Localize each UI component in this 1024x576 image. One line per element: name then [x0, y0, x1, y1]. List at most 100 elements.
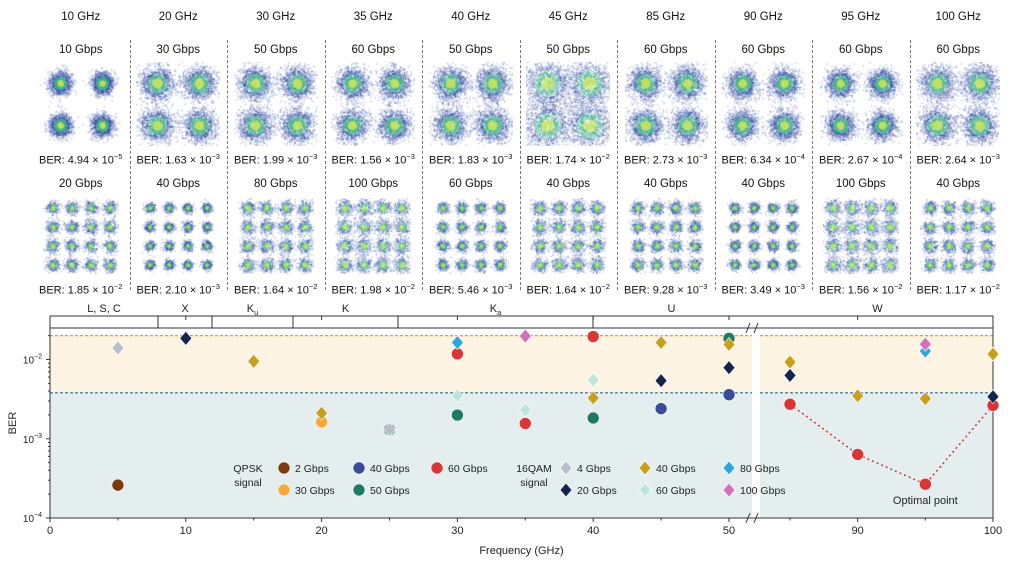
data-point: [918, 391, 932, 407]
qpsk-rate-label: 50 Gbps: [546, 44, 590, 56]
data-point: [986, 389, 1000, 405]
qam16-constellation-plot: [335, 198, 412, 274]
qpsk-ber-label: BER: 2.73 × 10−3: [624, 152, 708, 167]
legend-marker: [559, 460, 573, 476]
band-label-ku: Ku: [247, 303, 259, 317]
qpsk-constellation-plot: [233, 62, 318, 146]
qpsk-constellation-plot: [38, 62, 123, 146]
qam16-constellation-plot: [530, 198, 607, 274]
data-point: [111, 478, 125, 492]
data-point: [654, 373, 668, 389]
x-tick-label: 30: [451, 525, 463, 537]
band-label-ka: Ka: [490, 303, 502, 317]
data-point: [247, 353, 261, 369]
legend-marker: [722, 460, 736, 476]
qpsk-ber-label: BER: 2.64 × 10−3: [916, 152, 1000, 167]
qpsk-rate-label: 60 Gbps: [936, 44, 980, 56]
legend-marker: [277, 483, 291, 497]
constellation-column: 95 GHz 60 Gbps BER: 2.67 × 10−4 100 Gbps BER…: [812, 0, 910, 300]
constellation-column: 100 GHz 60 Gbps BER: 2.64 × 10−3 40 Gbps BER…: [910, 0, 1008, 300]
x-tick-label: 100: [984, 525, 1002, 537]
constellation-column: 90 GHz 60 Gbps BER: 6.34 × 10−4 40 Gbps BER:…: [715, 0, 813, 300]
data-point: [722, 388, 736, 401]
qpsk-rate-label: 50 Gbps: [254, 44, 298, 56]
qpsk-rate-label: 60 Gbps: [644, 44, 688, 56]
legend-marker: [277, 461, 291, 475]
frequency-label: 45 GHz: [548, 11, 588, 23]
qpsk-rate-label: 60 Gbps: [839, 44, 883, 56]
ber-region-hd-fec-band: [50, 392, 993, 518]
qam-rate-label: 60 Gbps: [449, 178, 493, 190]
qpsk-ber-label: BER: 4.94 × 10−5: [39, 152, 123, 167]
qam16-constellation-plot: [627, 198, 704, 274]
frequency-label: 30 GHz: [256, 11, 296, 23]
axis-break-marker: [745, 512, 751, 524]
band-label-w: W: [872, 303, 883, 315]
column-separator: [714, 40, 716, 290]
ber-region-fec-band: [50, 335, 993, 393]
qam-rate-label: 100 Gbps: [348, 178, 399, 190]
data-point: [315, 405, 328, 421]
legend-label: 60 Gbps: [448, 463, 488, 475]
data-point: [851, 448, 864, 461]
column-separator: [227, 40, 228, 290]
qam-rate-label: 20 Gbps: [59, 178, 103, 190]
data-point: [722, 360, 736, 376]
legend-marker: [638, 460, 652, 476]
data-point: [586, 372, 600, 388]
legend-label: 2 Gbps: [295, 463, 329, 475]
legend-qam-title: signal: [520, 477, 547, 489]
constellation-column: 85 GHz 60 Gbps BER: 2.73 × 10−3 40 Gbps BER:…: [617, 0, 715, 300]
legend-marker: [722, 482, 736, 498]
data-point: [851, 388, 865, 404]
legend-marker: [559, 482, 573, 498]
qam-rate-label: 40 Gbps: [156, 178, 200, 190]
qpsk-rate-label: 50 Gbps: [449, 44, 493, 56]
data-point: [179, 330, 193, 346]
legend-label: 60 Gbps: [656, 485, 696, 497]
qam-ber-label: BER: 1.64 × 10−2: [234, 282, 318, 297]
qpsk-rate-label: 60 Gbps: [351, 44, 395, 56]
data-point: [383, 422, 396, 438]
qam-ber-label: BER: 5.46 × 10−3: [429, 282, 513, 297]
x-tick-label: 20: [315, 525, 327, 537]
legend-label: 50 Gbps: [370, 485, 410, 497]
qam-ber-label: BER: 1.56 × 10−2: [819, 282, 903, 297]
qpsk-rate-label: 30 Gbps: [156, 44, 200, 56]
data-point: [918, 336, 932, 352]
qam-rate-label: 100 Gbps: [835, 178, 886, 190]
frequency-label: 10 GHz: [61, 11, 101, 23]
qpsk-ber-label: BER: 1.63 × 10−3: [136, 152, 220, 167]
qpsk-constellation-plot: [331, 62, 416, 146]
qpsk-constellation-plot: [623, 62, 708, 146]
qpsk-constellation-plot: [916, 62, 1001, 146]
data-point: [518, 328, 532, 344]
data-point: [451, 335, 464, 350]
qam-rate-label: 40 Gbps: [644, 178, 688, 190]
legend-marker: [352, 461, 366, 475]
data-point: [919, 477, 932, 491]
data-point: [586, 390, 600, 406]
column-separator: [909, 40, 911, 290]
data-point: [586, 330, 600, 343]
legend-qpsk-title: signal: [234, 477, 261, 489]
data-point: [518, 417, 532, 430]
frequency-label: 20 GHz: [158, 11, 198, 23]
qam-rate-label: 40 Gbps: [936, 178, 980, 190]
frequency-label: 90 GHz: [743, 11, 783, 23]
legend-label: 80 Gbps: [740, 463, 780, 475]
qam-ber-label: BER: 1.64 × 10−2: [526, 282, 610, 297]
data-point: [722, 336, 736, 352]
qam16-constellation-plot: [432, 198, 509, 274]
qpsk-ber-label: BER: 2.67 × 10−4: [819, 152, 903, 167]
qpsk-ber-label: BER: 1.56 × 10−3: [331, 152, 415, 167]
data-point: [654, 335, 668, 350]
axis-break-marker: [753, 512, 759, 524]
data-point: [783, 354, 797, 370]
constellation-column: 20 GHz 30 Gbps BER: 1.63 × 10−3 40 Gbps BER:…: [130, 0, 228, 300]
qam-rate-label: 80 Gbps: [254, 178, 298, 190]
column-separator: [617, 40, 618, 290]
optimal-point-label: Optimal point: [893, 495, 958, 507]
x-tick-label: 50: [723, 525, 735, 537]
